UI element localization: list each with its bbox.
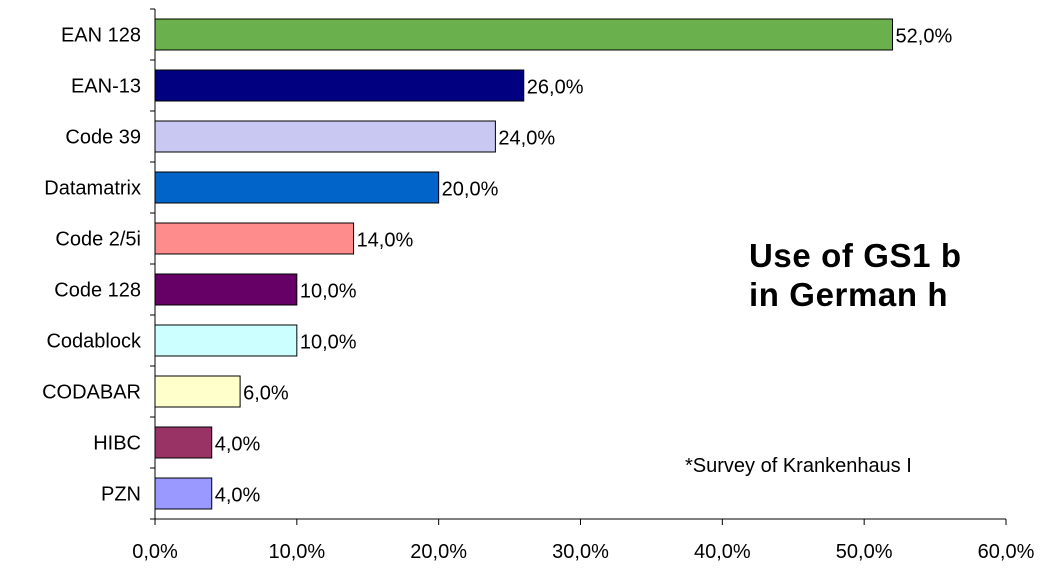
category-label-7: CODABAR	[42, 382, 141, 404]
value-label-7: 6,0%	[243, 383, 289, 405]
category-label-1: EAN-13	[71, 76, 141, 98]
value-label-3: 20,0%	[442, 179, 499, 201]
x-tick-label-4: 40,0%	[694, 541, 751, 563]
bar-7	[154, 375, 241, 408]
category-label-6: Codablock	[46, 331, 142, 353]
bar-1	[154, 69, 525, 102]
chart-title-line-1: Use of GS1 b	[749, 237, 962, 274]
bar-6	[154, 324, 298, 357]
value-label-2: 24,0%	[498, 128, 555, 150]
bar-8	[154, 426, 213, 459]
category-label-4: Code 2/5i	[55, 229, 141, 251]
x-tick-label-6: 60,0%	[978, 541, 1035, 563]
x-tick-label-1: 10,0%	[268, 541, 325, 563]
x-tick-label-5: 50,0%	[836, 541, 893, 563]
value-label-5: 10,0%	[300, 281, 357, 303]
category-label-9: PZN	[101, 484, 141, 506]
value-label-0: 52,0%	[896, 26, 953, 48]
bar-5	[154, 273, 298, 306]
chart-title-line-2: in German h	[749, 276, 949, 313]
bar-0	[154, 18, 894, 51]
bar-2	[154, 120, 496, 153]
value-label-6: 10,0%	[300, 332, 357, 354]
bar-9	[154, 477, 213, 510]
value-label-9: 4,0%	[215, 485, 261, 507]
value-label-8: 4,0%	[215, 434, 261, 456]
x-tick-label-2: 20,0%	[410, 541, 467, 563]
bar-3	[154, 171, 440, 204]
category-label-5: Code 128	[54, 280, 141, 302]
category-label-8: HIBC	[93, 433, 141, 455]
bar-4	[154, 222, 355, 255]
value-label-4: 14,0%	[357, 230, 414, 252]
survey-note: *Survey of Krankenhaus I	[685, 455, 912, 477]
x-tick-label-3: 30,0%	[552, 541, 609, 563]
value-label-1: 26,0%	[527, 77, 584, 99]
x-tick-label-0: 0,0%	[132, 541, 178, 563]
category-label-0: EAN 128	[61, 25, 141, 47]
chart-title: Use of GS1 b in German h	[749, 236, 962, 314]
category-label-2: Code 39	[65, 127, 141, 149]
category-label-3: Datamatrix	[44, 178, 141, 200]
